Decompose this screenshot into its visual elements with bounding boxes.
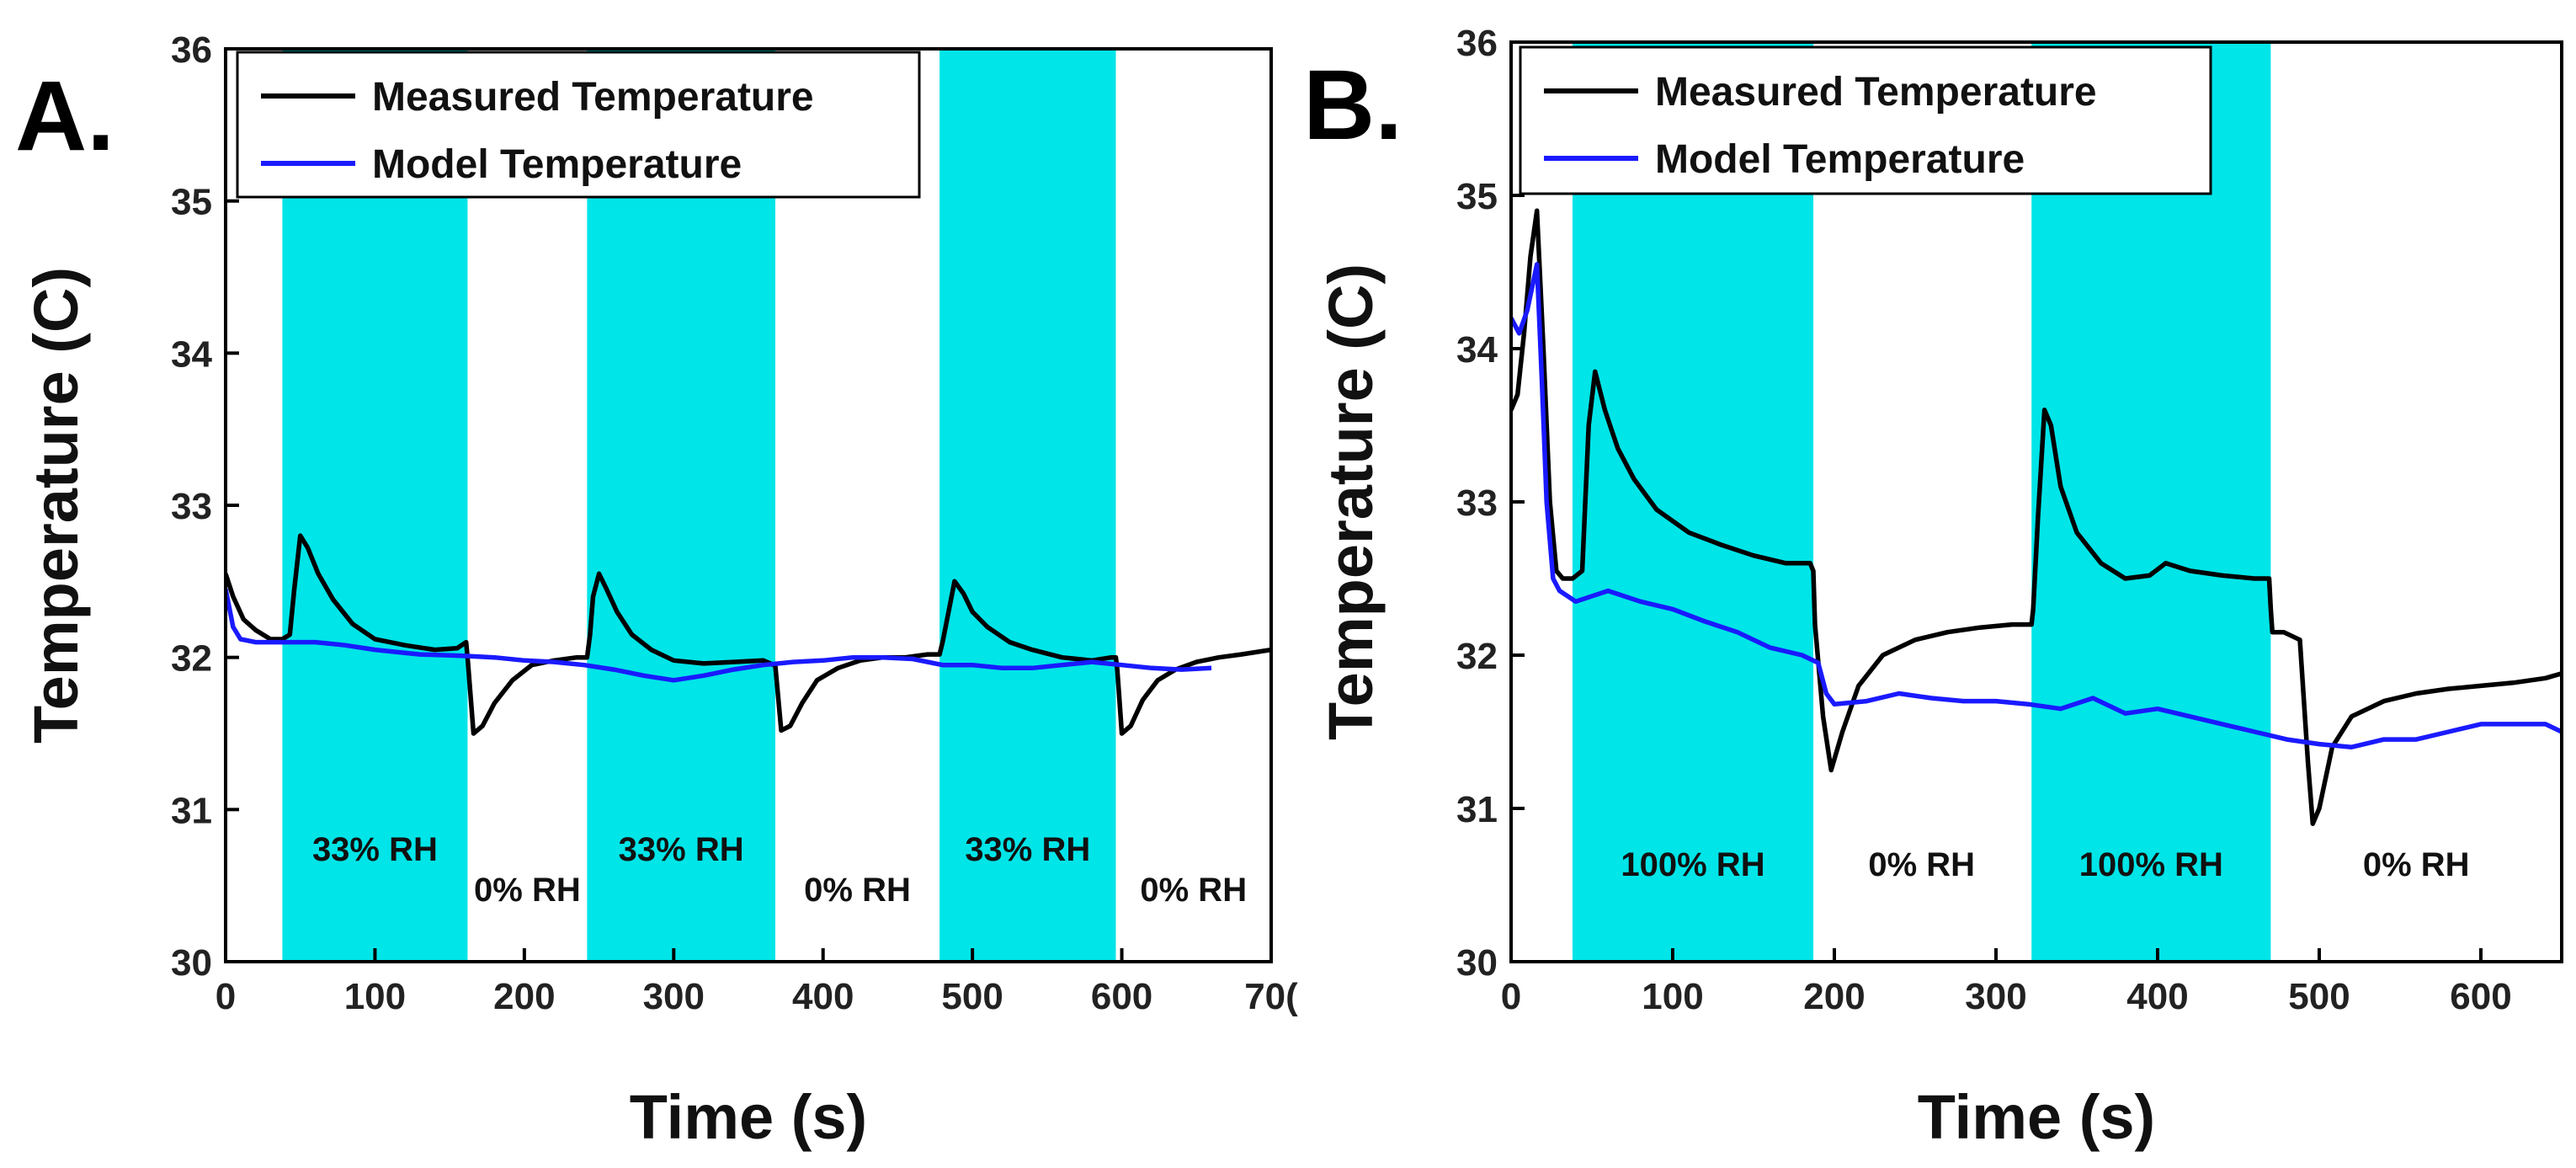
panel-b-y-tick-label: 34 (1456, 329, 1498, 371)
panel-b-legend: Measured Temperature Model Temperature (1519, 45, 2212, 195)
panel-a-x-tick-label: 70( (1244, 976, 1298, 1017)
panel-b-rh-band-1 (1572, 42, 1814, 962)
panel-a-y-tick-label: 36 (171, 29, 212, 71)
panel-a-y-tick-label: 30 (171, 942, 212, 984)
panel-a-legend: Measured Temperature Model Temperature (236, 51, 921, 199)
panel-b-band-label-1: 100% RH (1621, 846, 1764, 883)
panel-b-x-tick-label: 0 (1501, 976, 1521, 1017)
panel-a-band-label-3: 33% RH (965, 831, 1090, 868)
panel-a-legend-box (236, 51, 921, 199)
panel-a-band-label-2: 33% RH (619, 831, 744, 868)
panel-b-y-tick-label: 36 (1456, 23, 1498, 64)
panel-a-y-tick-label: 35 (171, 182, 212, 223)
panel-a-x-tick-label: 500 (941, 976, 1003, 1017)
panel-b-x-tick-label: 500 (2288, 976, 2350, 1017)
panel-a-legend-entry-1: Measured Temperature (372, 75, 814, 120)
panel-a-chart: 33% RH 33% RH 33% RH 0% RH 0% RH 0% RH 0 100 200… (15, 29, 1298, 1152)
panel-b-y-tick-label: 33 (1456, 483, 1498, 524)
panel-a-y-tick-label: 32 (171, 638, 212, 680)
panel-b-y-tick-label: 32 (1456, 636, 1498, 677)
panel-b-x-tick-label: 200 (1803, 976, 1865, 1017)
panel-a-rh-band-1 (282, 49, 468, 962)
panel-b-model-line (1511, 262, 2562, 749)
panel-a-y-axis-title: Temperature (C) (21, 267, 91, 744)
panel-b-y-tick-label: 31 (1456, 789, 1498, 830)
panel-b-dry-label-1: 0% RH (1868, 846, 1975, 883)
panel-b-band-label-2: 100% RH (2079, 846, 2223, 883)
panel-b-legend-box (1519, 45, 2212, 195)
panel-a-model-line (226, 588, 1212, 683)
panel-b-measured-line (1511, 208, 2562, 826)
panel-b-y-tick-label: 35 (1456, 176, 1498, 217)
panel-b-dry-label-2: 0% RH (2363, 846, 2470, 883)
panel-b-letter: B. (1303, 50, 1402, 161)
panel-a-band-label-1: 33% RH (312, 831, 438, 868)
panel-b-x-tick-label: 300 (1965, 976, 2026, 1017)
panel-a-letter: A. (15, 61, 114, 172)
panel-b-x-tick-label: 400 (2126, 976, 2188, 1017)
panel-a-x-tick-label: 600 (1091, 976, 1152, 1017)
panel-a-x-tick-label: 100 (344, 976, 406, 1017)
panel-b-chart: 100% RH 100% RH 0% RH 0% RH 0 100 200 300 400 500… (1303, 23, 2563, 1152)
panel-a-dry-label-1: 0% RH (474, 872, 581, 909)
panel-a-y-tick-label: 34 (171, 333, 212, 375)
panel-a-y-tick-label: 33 (171, 486, 212, 527)
panel-a-rh-band-3 (939, 49, 1116, 962)
panel-a-dry-label-2: 0% RH (804, 872, 911, 909)
panel-b-legend-entry-2: Model Temperature (1655, 137, 2025, 182)
panel-a-x-tick-label: 300 (643, 976, 705, 1017)
panel-a-measured-line (226, 533, 1271, 736)
panel-b-legend-entry-1: Measured Temperature (1655, 70, 2097, 115)
panel-b-x-tick-label: 600 (2450, 976, 2511, 1017)
panel-a-x-tick-label: 0 (216, 976, 236, 1017)
panel-b-y-tick-label: 30 (1456, 942, 1498, 984)
panel-a-dry-label-3: 0% RH (1140, 872, 1247, 909)
panel-b-y-axis-title: Temperature (C) (1316, 264, 1386, 740)
panel-a-x-axis-title: Time (s) (630, 1082, 867, 1152)
panel-a-y-tick-label: 31 (171, 790, 212, 831)
panel-b-x-axis-title: Time (s) (1918, 1082, 2155, 1152)
panel-a-rh-band-2 (587, 49, 775, 962)
panel-a-x-tick-label: 200 (493, 976, 555, 1017)
panel-a-legend-entry-2: Model Temperature (372, 142, 742, 187)
panel-b-rh-band-2 (2031, 42, 2271, 962)
panel-a-x-tick-label: 400 (792, 976, 854, 1017)
panel-b-x-tick-label: 100 (1642, 976, 1703, 1017)
